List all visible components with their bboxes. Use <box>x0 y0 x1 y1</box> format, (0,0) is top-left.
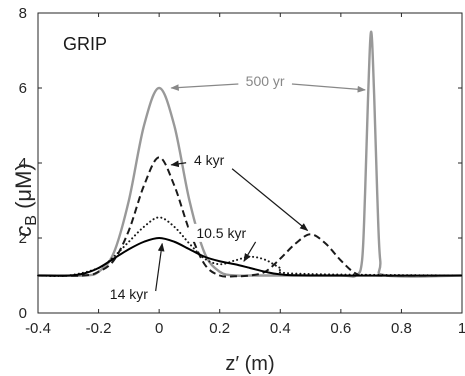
annotation-label: 500 yr <box>246 73 285 89</box>
series-layer <box>37 30 463 278</box>
annotation-label: 4 kyr <box>194 152 225 168</box>
annotation-arrow <box>155 242 165 292</box>
annotation-arrow <box>231 168 309 232</box>
y-axis-label: cB (μM) <box>11 163 40 236</box>
y-tick-label: 6 <box>19 80 27 97</box>
annotation-label-bg <box>240 72 290 90</box>
annotation-layer: 500 yr 4 kyr 10.5 kyr 14 kyr <box>104 72 366 303</box>
y-axis-label-subscript: B <box>23 215 40 226</box>
series-line-14-kyr <box>37 237 463 277</box>
annotation-label-bg <box>188 223 254 242</box>
annotation-arrow <box>291 83 366 93</box>
x-tick-label: 1 <box>458 320 465 337</box>
x-tick-label: 0.4 <box>270 320 291 337</box>
x-tick-label: 0.6 <box>330 320 351 337</box>
annotation-label: 14 kyr <box>110 286 148 302</box>
x-tick-label: 0 <box>155 320 163 337</box>
annotation-label-bg <box>188 150 231 169</box>
annotation-arrow <box>170 160 187 168</box>
annotation-arrow <box>243 241 257 262</box>
y-axis-label-symbol: c <box>11 226 36 237</box>
x-tick-label: 0.8 <box>391 320 412 337</box>
series-line-500-yr <box>37 30 463 278</box>
y-tick-label: 0 <box>19 305 27 322</box>
x-tick-label: -0.4 <box>25 320 51 337</box>
x-tick-label: 0.2 <box>209 320 230 337</box>
y-axis-label-unit: (μM) <box>11 163 36 215</box>
panel-label: GRIP <box>63 34 107 54</box>
series-line-4-kyr <box>37 156 463 278</box>
annotation-arrow <box>170 83 239 91</box>
x-tick-label: -0.2 <box>86 320 112 337</box>
annotation-label: 10.5 kyr <box>196 225 246 241</box>
annotation-label-bg <box>104 285 154 303</box>
y-tick-label: 8 <box>19 5 27 22</box>
x-axis-label: z′ (m) <box>225 353 274 375</box>
y-tick-label: 4 <box>19 155 27 172</box>
y-tick-label: 2 <box>19 230 27 247</box>
axis-ticks: -0.4 -0.2 0 0.2 0.4 0.6 0.8 1 0 2 4 6 8 <box>19 5 465 337</box>
